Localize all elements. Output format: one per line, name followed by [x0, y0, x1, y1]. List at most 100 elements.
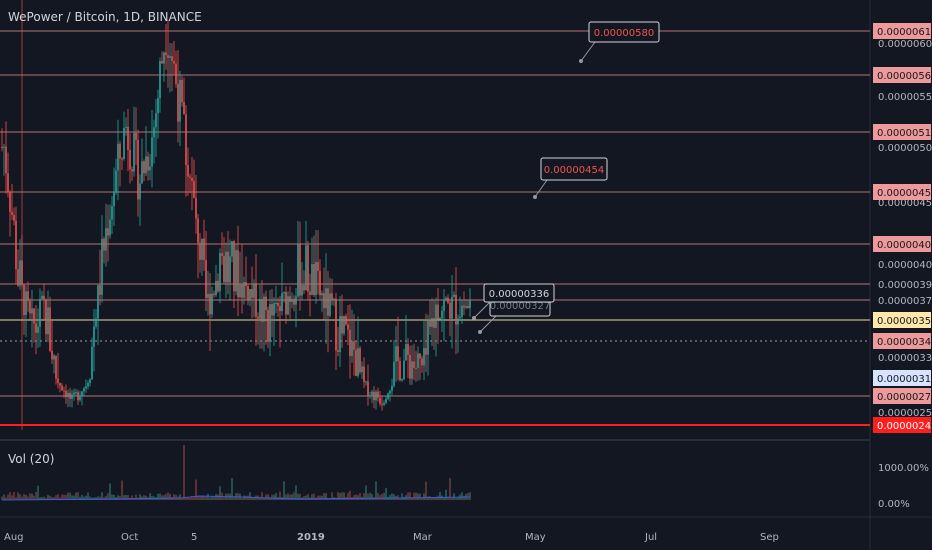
candle-body [157, 98, 159, 114]
volume-bar [41, 497, 43, 500]
price-tag-label[interactable]: 0.00000318 [877, 374, 932, 385]
price-tag-label[interactable]: 0.00000275 [877, 392, 932, 403]
candle-body [211, 293, 213, 315]
price-tag-box[interactable] [873, 333, 931, 349]
price-tag-box[interactable] [873, 312, 931, 328]
candle-body [383, 402, 385, 405]
candle-body [137, 139, 139, 200]
price-tag-label[interactable]: 0.00000346 [877, 337, 932, 348]
candle-body [427, 319, 429, 355]
candle-body [165, 52, 167, 56]
price-tag-label[interactable]: 0.00000352 [877, 316, 932, 327]
callout-box[interactable] [540, 157, 608, 181]
callout-label[interactable]: 0.00000336 [489, 289, 549, 300]
price-tag-box[interactable] [873, 388, 931, 404]
volume-bar [103, 497, 105, 500]
callout-label[interactable]: 0.00000454 [544, 165, 604, 176]
candle-body [49, 307, 51, 351]
callout-anchor [533, 195, 537, 199]
volume-bar [455, 497, 457, 500]
volume-bar [3, 494, 5, 500]
candle-body [19, 260, 21, 286]
price-tag-label[interactable]: 0.00000513 [877, 128, 932, 139]
callout-anchor [579, 59, 583, 63]
candle-body [115, 170, 117, 192]
price-tag-label[interactable]: 0.00000611 [877, 27, 932, 38]
candle-body [149, 166, 151, 171]
candle-body [91, 346, 93, 380]
callout-box[interactable] [588, 21, 660, 43]
volume-bar [9, 492, 11, 500]
volume-bar [273, 494, 275, 500]
volume-bar [297, 493, 299, 500]
candle-body [285, 292, 287, 315]
candle-body [327, 288, 329, 316]
volume-bar [39, 497, 41, 500]
volume-bar [407, 492, 409, 500]
candle-body [79, 395, 81, 401]
price-tag-box[interactable] [873, 236, 931, 252]
candle-body [369, 395, 371, 397]
candle-body [453, 294, 455, 297]
volume-bar [109, 483, 111, 500]
price-tag-box[interactable] [873, 370, 931, 386]
price-tag-label[interactable]: 0.00000242 [877, 421, 932, 432]
candle-body [315, 261, 317, 295]
candle-body [243, 282, 245, 298]
volume-bar [371, 494, 373, 500]
candle-body [451, 296, 453, 319]
candle-body [33, 308, 35, 324]
candle-body [125, 126, 127, 128]
candle-body [311, 264, 313, 295]
callout-label[interactable]: 0.00000580 [594, 28, 654, 39]
volume-bar [187, 497, 189, 500]
candle-body [423, 348, 425, 366]
volume-bar [199, 496, 201, 500]
volume-bar [339, 492, 341, 500]
volume-bar [105, 495, 107, 500]
callout-box[interactable] [483, 283, 555, 303]
candle-body [325, 288, 327, 309]
candle-body [387, 393, 389, 399]
price-axis-panel[interactable] [870, 0, 932, 550]
callout-label[interactable]: 0.00000327 [490, 301, 550, 312]
candle-body [177, 83, 179, 122]
volume-bar [159, 493, 161, 500]
volume-bar [381, 493, 383, 500]
candle-body [201, 238, 203, 260]
price-tag-box[interactable] [873, 67, 931, 83]
candle-body [373, 391, 375, 401]
volume-bar [69, 492, 71, 500]
volume-bar [343, 492, 345, 500]
volume-bar [453, 493, 455, 500]
price-tag-box[interactable] [873, 124, 931, 140]
price-tag-label[interactable]: 0.00000408 [877, 240, 932, 251]
callout-pointer [479, 315, 497, 333]
volume-bar [289, 494, 291, 500]
candle-body [323, 293, 325, 309]
candle-body [345, 316, 347, 325]
price-tag-box[interactable] [873, 417, 931, 433]
candle-body [363, 366, 365, 382]
candle-body [469, 300, 471, 309]
symbol-title[interactable]: WePower / Bitcoin, 1D, BINANCE [8, 10, 202, 24]
price-tag-box[interactable] [873, 23, 931, 39]
volume-indicator-label[interactable]: Vol (20) [8, 452, 55, 466]
candle-body [225, 251, 227, 283]
price-tag-box[interactable] [873, 184, 931, 200]
candle-body [287, 296, 289, 315]
price-tag-label[interactable]: 0.00000567 [877, 71, 932, 82]
volume-bar [113, 494, 115, 500]
candle-body [439, 317, 441, 320]
candle-body [409, 355, 411, 379]
candle-body [239, 284, 241, 298]
volume-bar [275, 493, 277, 500]
candle-body [385, 398, 387, 403]
candle-body [61, 385, 63, 391]
volume-bar [427, 496, 429, 500]
price-tag-label[interactable]: 0.00000458 [877, 188, 932, 199]
candle-body [213, 293, 215, 296]
